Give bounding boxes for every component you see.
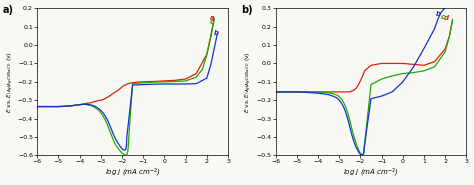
- Text: b): b): [241, 6, 253, 16]
- Y-axis label: $E$ vs. $E_{(Ag|AgCl/NaCl)}$ (v): $E$ vs. $E_{(Ag|AgCl/NaCl)}$ (v): [6, 51, 15, 113]
- Text: b: b: [435, 11, 440, 17]
- Text: c: c: [210, 19, 214, 25]
- Text: d: d: [444, 16, 449, 21]
- Text: a: a: [210, 16, 215, 21]
- Text: c: c: [441, 14, 445, 20]
- Y-axis label: $E$ vs. $E_{(Ag|AgCl/NaCl)}$ (v): $E$ vs. $E_{(Ag|AgCl/NaCl)}$ (v): [244, 51, 254, 113]
- X-axis label: $log\ j$ (mA cm$^{-2}$): $log\ j$ (mA cm$^{-2}$): [105, 167, 161, 179]
- Text: b: b: [214, 30, 219, 36]
- Text: a): a): [3, 6, 14, 16]
- X-axis label: $log\ j$ (mA cm$^{-2}$): $log\ j$ (mA cm$^{-2}$): [343, 167, 399, 179]
